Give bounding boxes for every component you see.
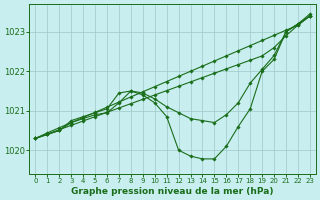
X-axis label: Graphe pression niveau de la mer (hPa): Graphe pression niveau de la mer (hPa) xyxy=(71,187,274,196)
